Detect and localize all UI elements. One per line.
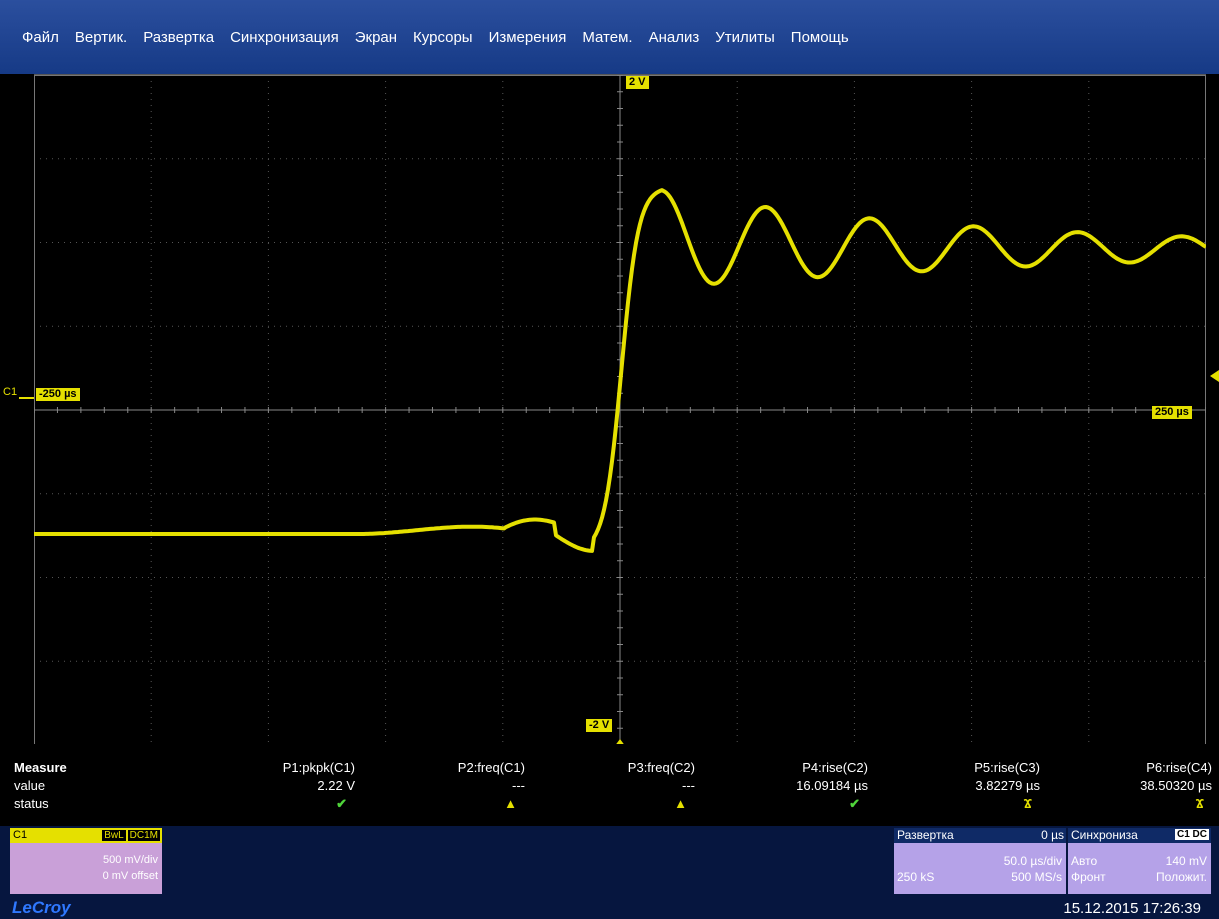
waveform-canvas [34,75,1206,745]
trigger-title: Синхрониза [1071,828,1138,842]
menu-item-3[interactable]: Синхронизация [230,29,339,46]
menu-item-9[interactable]: Утилиты [715,29,775,46]
menu-bar: Файл Вертик. Развертка Синхронизация Экран Ку… [0,0,1219,74]
timebase-title: Развертка [897,828,954,842]
timebase-rate: 500 MS/s [1011,870,1062,884]
param-value: 38.50320 µs [1140,778,1212,793]
menu-items: Файл Вертик. Развертка Синхронизация Экран Ку… [14,29,857,46]
timebase-descriptor-box[interactable]: Развертка 0 µs 50.0 µs/div 250 kS 500 MS… [894,828,1066,894]
menu-item-2[interactable]: Развертка [143,29,215,46]
channel-descriptor-box[interactable]: C1 BwL DC1M 500 mV/div 0 mV offset [10,828,162,894]
date-time: 15.12.2015 17:26:39 [1063,900,1201,917]
trigger-slope: Положит. [1156,870,1207,884]
param-name: P3:freq(C2) [627,760,695,775]
param-status-icon: ✔ [336,796,347,811]
param-value: --- [512,778,525,793]
timebase-header: Развертка 0 µs [894,828,1066,843]
param-name: P2:freq(C1) [457,760,525,775]
measure-panel: Measure value status P1:pkpk(C1) 2.22 V ✔ P… [0,744,1219,826]
timebase-scale: 50.0 µs/div [1003,854,1062,868]
menu-item-8[interactable]: Анализ [648,29,700,46]
channel-scale: 500 mV/div [102,854,158,866]
bwl-badge: BwL [102,830,126,841]
param-name: P4:rise(C2) [802,760,868,775]
waveform-display[interactable]: 2 V -2 V -250 µs 250 µs [34,74,1206,747]
measure-title: Measure [14,760,67,775]
menu-item-7[interactable]: Матем. [582,29,633,46]
param-name: P5:rise(C3) [974,760,1040,775]
trigger-header: Синхрониза C1 DC [1068,828,1211,843]
trigger-type: Фронт [1071,870,1106,884]
bottom-panel: C1 BwL DC1M 500 mV/div 0 mV offset Развер… [0,826,1219,919]
coupling-badge: DC1M [127,830,160,841]
param-status-icon: Ϫ [1195,796,1204,811]
top-voltage-marker: 2 V [626,76,649,89]
param-status-icon: ▲ [674,796,687,811]
waveform-trace [34,188,1206,553]
channel-offset: 0 mV offset [102,870,158,882]
param-status-icon: ✔ [849,796,860,811]
channel-name: C1 [13,829,28,841]
trigger-mode: Авто [1071,854,1098,868]
channel-descriptor-header: C1 BwL DC1M [10,828,162,843]
channel-trace-label: C1 [3,386,18,398]
right-strip [1206,74,1219,744]
param-name: P1:pkpk(C1) [282,760,355,775]
menu-item-1[interactable]: Вертик. [74,29,128,46]
param-name: P6:rise(C4) [1146,760,1212,775]
menu-item-0[interactable]: Файл [22,29,59,46]
trigger-level: 140 mV [1165,854,1207,868]
menu-item-10[interactable]: Помощь [790,29,849,46]
right-time-marker: 250 µs [1152,406,1192,419]
right-level-marker-icon [1210,370,1219,382]
trigger-descriptor-box[interactable]: Синхрониза C1 DC Авто 140 mV Фронт Полож… [1068,828,1211,894]
param-value: 16.09184 µs [796,778,868,793]
param-value: --- [682,778,695,793]
bottom-voltage-marker: -2 V [586,719,613,732]
menu-item-6[interactable]: Измерения [488,29,567,46]
status-row-label: status [14,796,49,811]
param-value: 3.82279 µs [975,778,1040,793]
channel-ground-icon [19,397,34,399]
trigger-source-badge: C1 DC [1174,829,1209,840]
param-status-icon: Ϫ [1023,796,1032,811]
left-strip [0,74,34,744]
menu-item-4[interactable]: Экран [354,29,398,46]
param-value: 2.22 V [317,778,355,793]
lecroy-logo: LeCroy [12,898,71,917]
value-row-label: value [14,778,46,793]
param-status-icon: ▲ [504,796,517,811]
timebase-delay: 0 µs [1041,828,1064,842]
left-time-marker: -250 µs [36,388,80,401]
timebase-samples: 250 kS [897,870,935,884]
menu-item-5[interactable]: Курсоры [413,29,473,46]
